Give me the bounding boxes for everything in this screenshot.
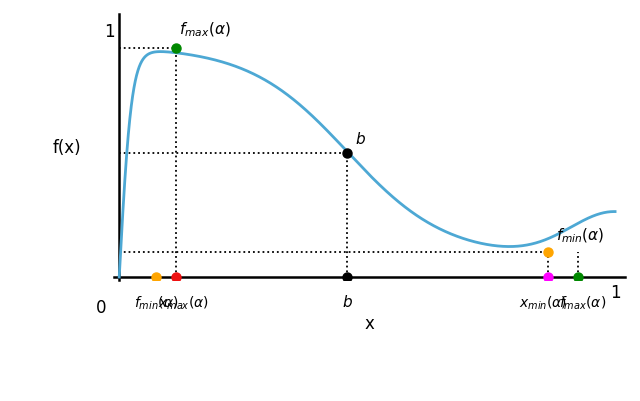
Text: x: x xyxy=(365,314,374,332)
Text: $b$: $b$ xyxy=(342,294,353,310)
Text: $f_{max}(\alpha)$: $f_{max}(\alpha)$ xyxy=(179,20,230,38)
Text: 0: 0 xyxy=(97,298,107,316)
Text: $x_{min}(\alpha)$: $x_{min}(\alpha)$ xyxy=(519,294,567,311)
Text: $x_{max}(\alpha)$: $x_{max}(\alpha)$ xyxy=(158,294,209,311)
Text: $b$: $b$ xyxy=(355,130,365,146)
Text: $f_{max}(\alpha)$: $f_{max}(\alpha)$ xyxy=(559,294,607,311)
Text: $f_{min}(\alpha)$: $f_{min}(\alpha)$ xyxy=(134,294,179,311)
Text: f(x): f(x) xyxy=(52,138,81,156)
Text: $f_{min}(\alpha)$: $f_{min}(\alpha)$ xyxy=(556,226,604,244)
